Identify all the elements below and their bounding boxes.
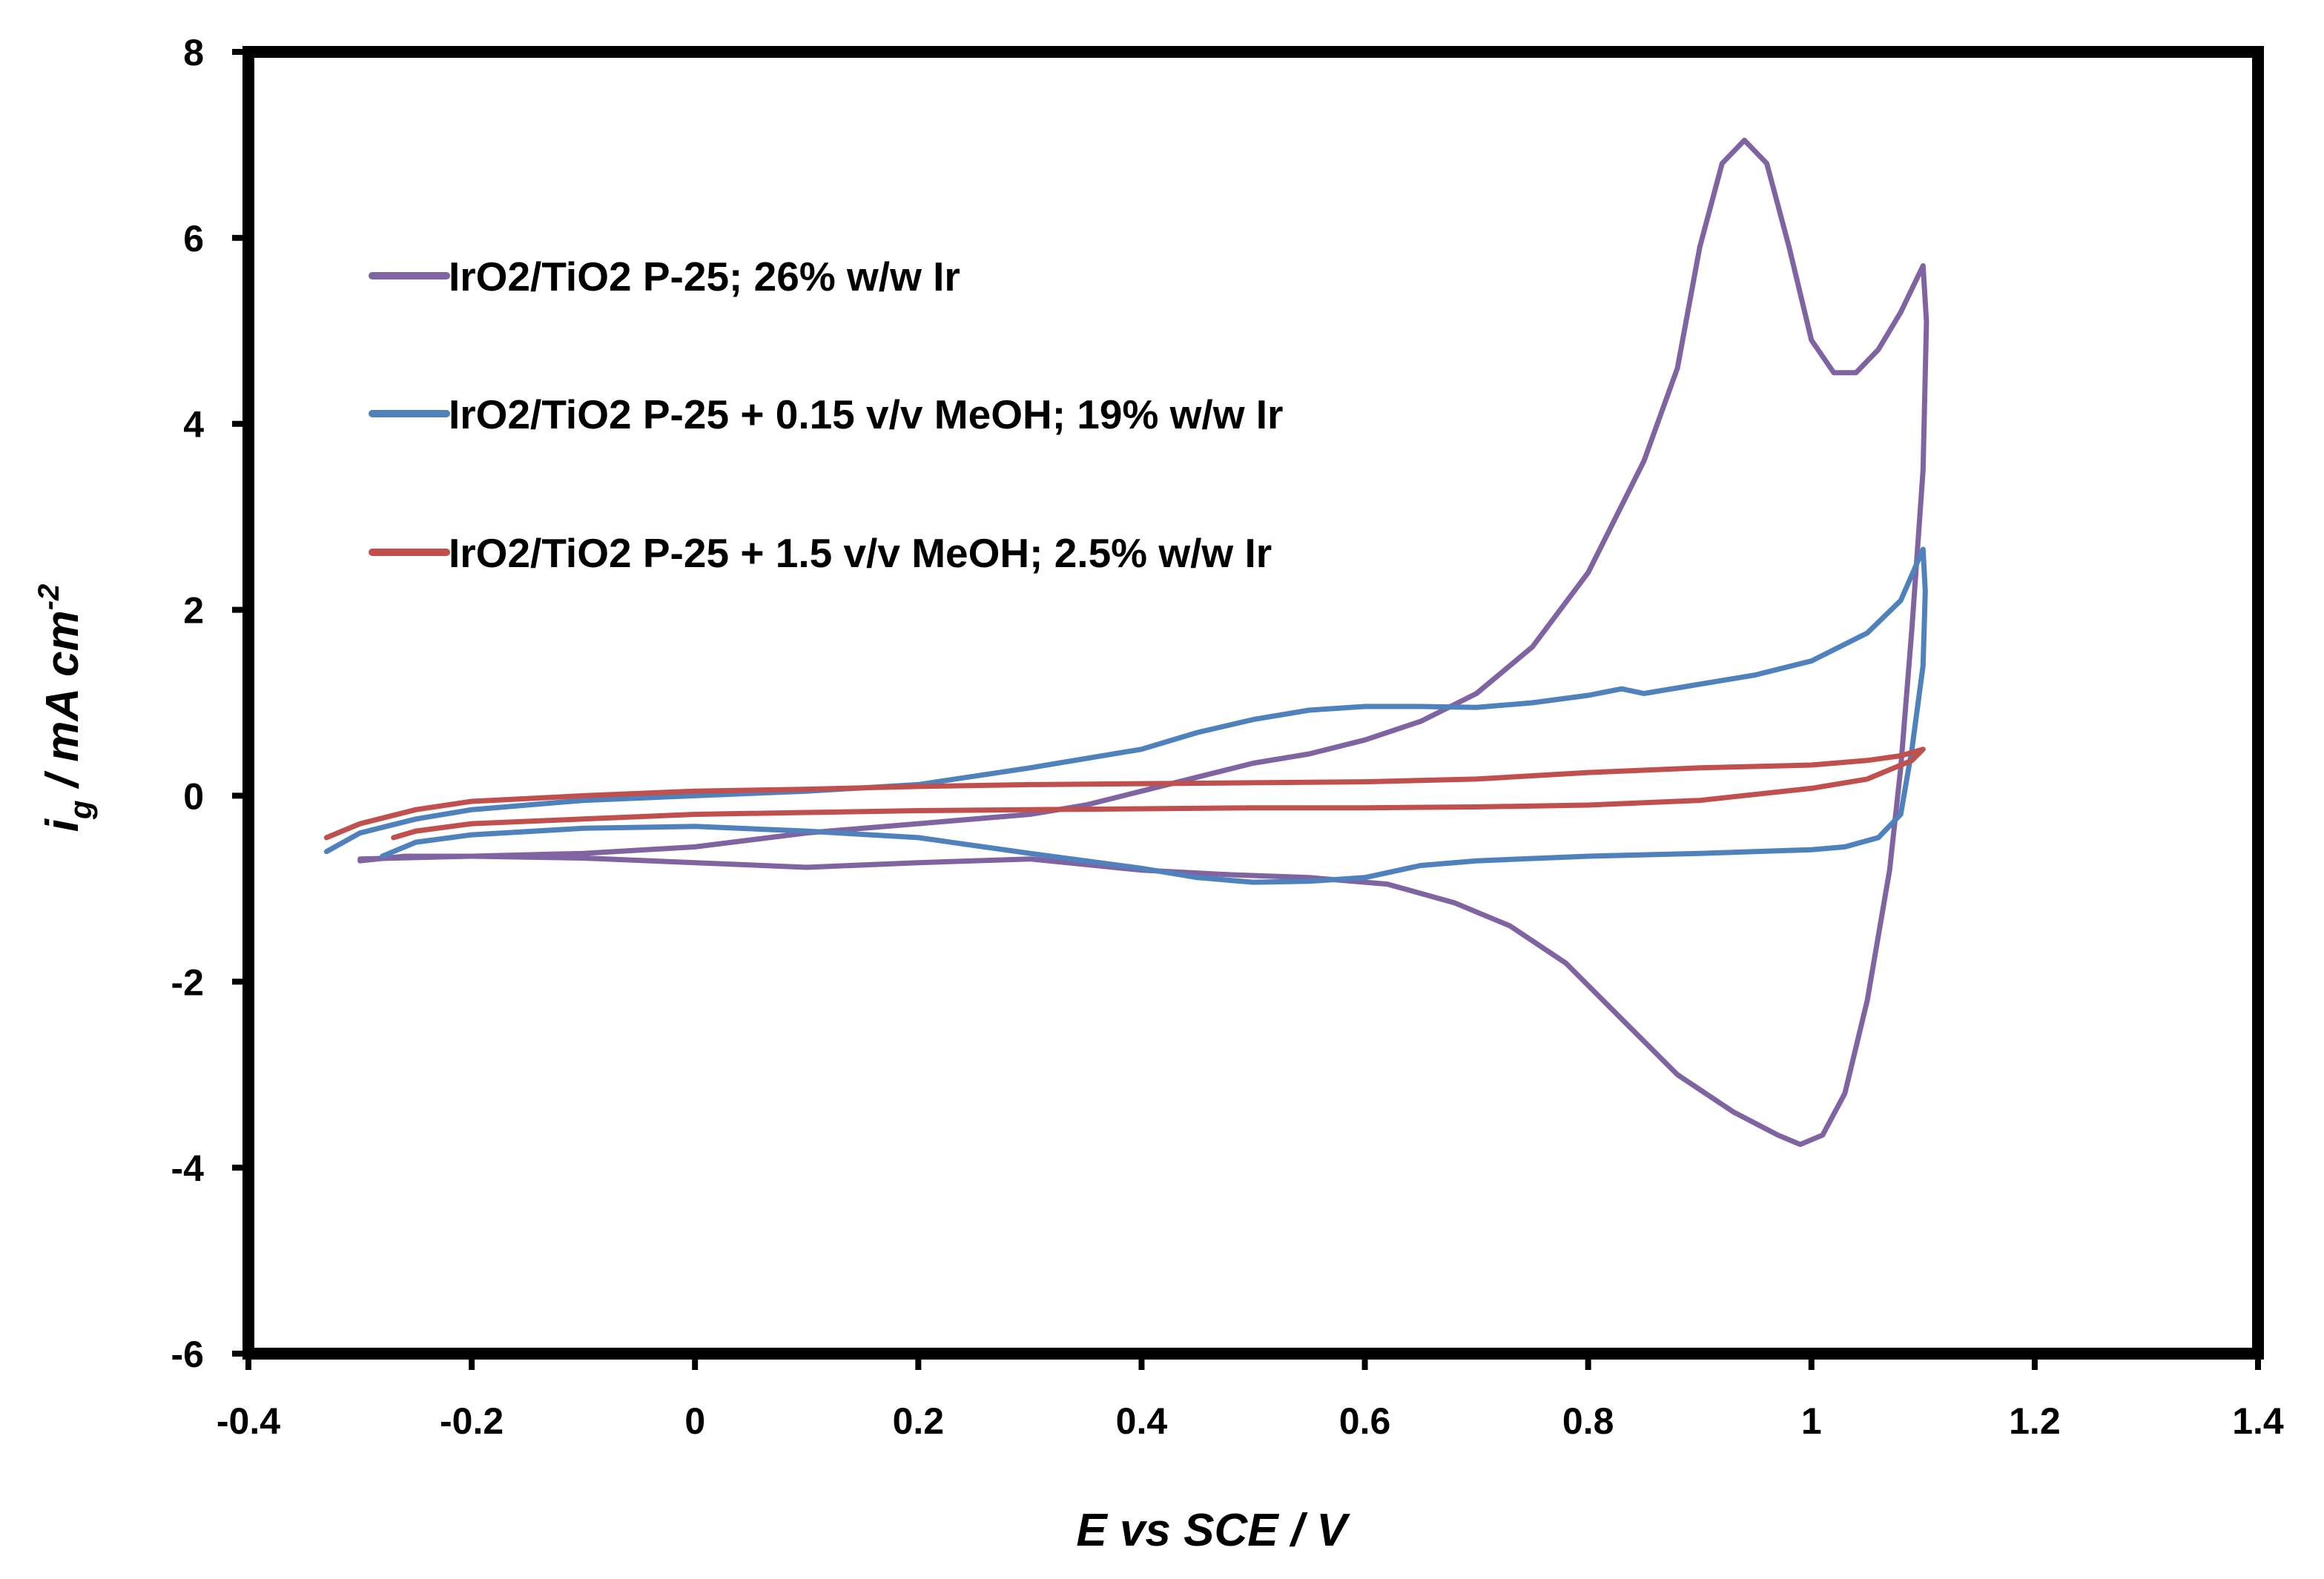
y-tick-label: -4 [171, 1148, 205, 1189]
legend: IrO2/TiO2 P-25; 26% w/w Ir IrO2/TiO2 P-25… [369, 254, 1283, 576]
y-axis-title-sup: -2 [33, 584, 65, 611]
legend-label-1: IrO2/TiO2 P-25; 26% w/w Ir [449, 254, 960, 299]
plot-area-frame [242, 46, 2264, 1360]
y-axis-title-sub: g [63, 800, 98, 820]
y-tick-label: 8 [183, 32, 204, 73]
y-axis-title-rest: / mA cm [37, 610, 88, 800]
series-line-2 [323, 546, 1928, 885]
y-axis-title-main: i [37, 818, 88, 832]
ticks-layer: -0.4 -0.2 0 0.2 0.4 0.6 0.8 1 1.2 1.4 -6 -4 -2 0 2 4 6 8 [171, 32, 2284, 1442]
series-layer [323, 137, 1929, 1148]
y-tick-label: -6 [171, 1334, 204, 1375]
y-tick-label: -2 [171, 961, 204, 1003]
y-tick-label: 4 [183, 404, 204, 446]
series-line-3 [323, 747, 1926, 841]
x-tick-label: 1.2 [2009, 1400, 2061, 1442]
legend-label-2: IrO2/TiO2 P-25 + 0.15 v/v MeOH; 19% w/w … [449, 391, 1283, 437]
x-axis-title: E vs SCE / V [1076, 1505, 1350, 1556]
y-tick-label: 0 [183, 775, 204, 817]
series-line-1 [357, 137, 1929, 1148]
x-tick-label: 0.6 [1339, 1400, 1391, 1442]
y-axis-title: ig / mA cm-2 [33, 584, 98, 832]
y-tick-label: 6 [183, 218, 204, 259]
x-tick-label: 0.2 [893, 1400, 945, 1442]
y-tick-label: 2 [183, 590, 204, 632]
legend-label-3: IrO2/TiO2 P-25 + 1.5 v/v MeOH; 2.5% w/w … [449, 530, 1272, 576]
x-tick-label: 1.4 [2232, 1400, 2284, 1442]
x-tick-label: 0.4 [1116, 1400, 1168, 1442]
x-tick-label: 0 [684, 1400, 705, 1442]
x-tick-label: 1 [1801, 1400, 1822, 1442]
x-tick-label: -0.4 [217, 1400, 280, 1442]
x-tick-label: 0.8 [1562, 1400, 1614, 1442]
x-tick-label: -0.2 [440, 1400, 504, 1442]
